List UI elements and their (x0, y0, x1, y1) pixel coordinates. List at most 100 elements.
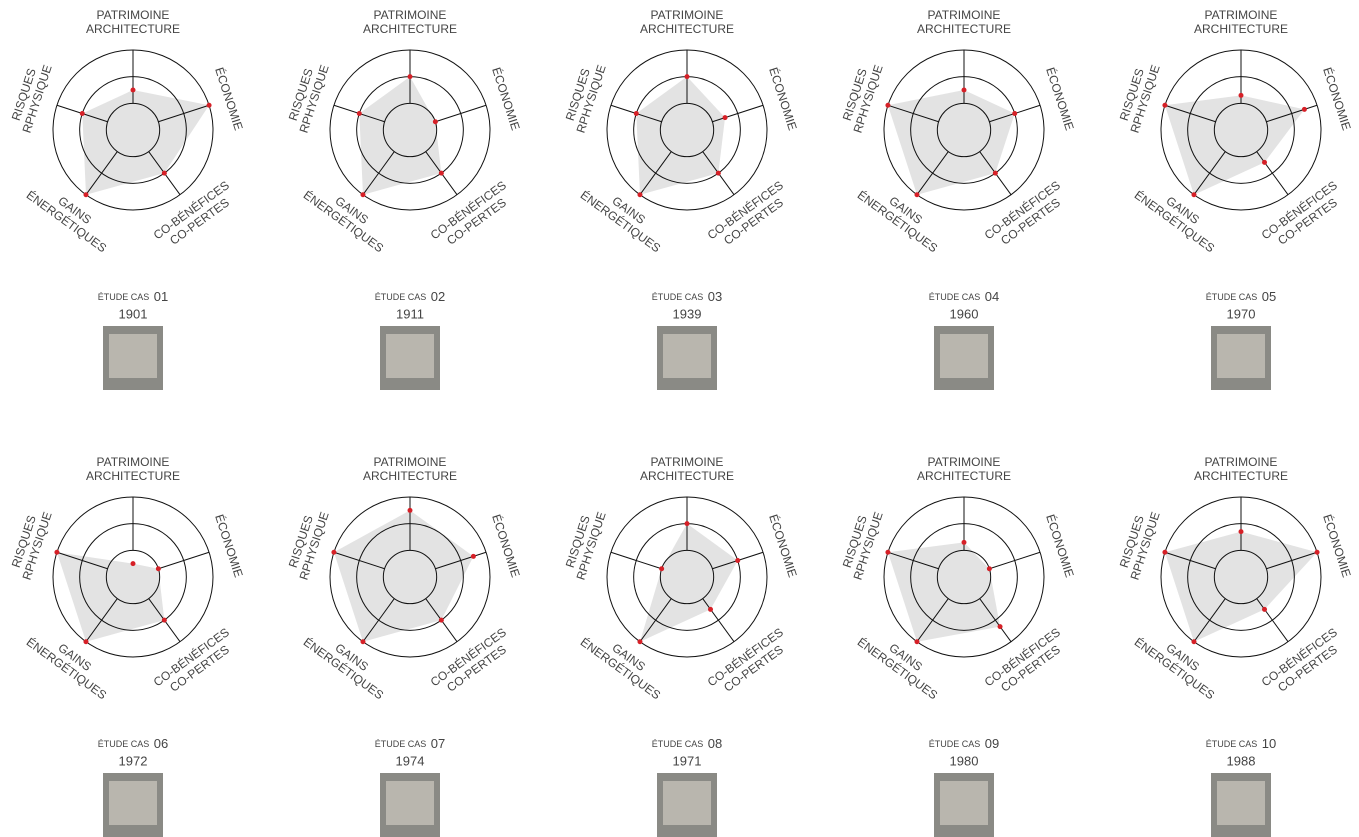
spoke (158, 551, 210, 570)
axis-label: ARCHITECTURE (363, 22, 457, 36)
data-point (54, 549, 60, 555)
spoke (85, 598, 118, 643)
data-point (1162, 102, 1168, 108)
case-caption: ÉTUDE CAS 09 (929, 736, 999, 753)
data-point (961, 87, 967, 93)
case-year: 1971 (673, 753, 702, 768)
case-year: 1911 (396, 306, 424, 321)
spoke (435, 104, 487, 123)
axis-label: ÉCONOMIE (1320, 65, 1354, 132)
data-point (1301, 106, 1307, 112)
data-point (1314, 549, 1320, 555)
radar-area (1164, 95, 1305, 195)
data-point (161, 617, 167, 623)
axis-label: PATRIMOINE (928, 455, 1001, 469)
data-point (79, 111, 85, 117)
data-point (1262, 606, 1268, 612)
data-point (684, 74, 690, 80)
spoke (639, 598, 672, 643)
data-point (722, 115, 728, 121)
data-point (407, 507, 413, 513)
spoke (1266, 551, 1318, 570)
case-caption: ÉTUDE CAS 02 (375, 289, 445, 306)
spoke (1193, 598, 1226, 643)
case-label: ÉTUDE CAS (652, 292, 704, 302)
data-point (432, 119, 438, 125)
axis-label: PATRIMOINE (374, 455, 447, 469)
case-caption: ÉTUDE CAS 08 (652, 736, 722, 753)
data-point (633, 111, 639, 117)
spoke (712, 104, 764, 123)
data-point (659, 566, 665, 572)
radar-area (636, 76, 726, 195)
axis-label: ARCHITECTURE (640, 22, 734, 36)
case-number: 09 (985, 736, 999, 751)
data-point (360, 639, 366, 645)
radar-area (333, 510, 474, 642)
data-point (885, 549, 891, 555)
case-caption: ÉTUDE CAS 04 (929, 289, 999, 306)
data-point (997, 624, 1003, 630)
spoke (610, 551, 662, 570)
data-point (360, 192, 366, 198)
case-caption: ÉTUDE CAS 10 (1206, 736, 1276, 753)
case-number: 04 (985, 289, 999, 304)
case-year: 1939 (673, 306, 702, 321)
building-photo-detail (109, 781, 157, 825)
axis-label: ÉCONOMIE (212, 65, 246, 132)
spoke (56, 551, 108, 570)
axis-label: PATRIMOINE (928, 8, 1001, 22)
axis-label: ARCHITECTURE (1194, 22, 1288, 36)
data-point (885, 102, 891, 108)
building-photo-detail (1217, 334, 1265, 378)
case-year: 1972 (119, 753, 148, 768)
spoke (1193, 151, 1226, 196)
case-number: 01 (154, 289, 168, 304)
case-year: 1970 (1227, 306, 1256, 321)
axis-label: ARCHITECTURE (86, 469, 180, 483)
case-caption: ÉTUDE CAS 07 (375, 736, 445, 753)
case-caption: ÉTUDE CAS 06 (98, 736, 168, 753)
radar-area (639, 523, 738, 642)
axis-label: ARCHITECTURE (917, 469, 1011, 483)
building-photo-detail (663, 781, 711, 825)
data-point (1191, 192, 1197, 198)
case-label: ÉTUDE CAS (929, 292, 981, 302)
axis-label: ÉCONOMIE (766, 512, 800, 579)
case-year: 1901 (119, 306, 148, 321)
data-point (735, 558, 741, 564)
data-point (356, 111, 362, 117)
spoke (362, 151, 395, 196)
building-photo-detail (386, 334, 434, 378)
spoke (989, 551, 1041, 570)
radar-area (56, 552, 165, 642)
spoke (887, 104, 939, 123)
case-label: ÉTUDE CAS (98, 739, 150, 749)
axis-label: ÉCONOMIE (1043, 65, 1077, 132)
case-number: 02 (431, 289, 445, 304)
case-label: ÉTUDE CAS (98, 292, 150, 302)
data-point (1238, 529, 1244, 535)
radar-area (887, 90, 1015, 195)
building-photo-detail (663, 334, 711, 378)
axis-label: ÉCONOMIE (1320, 512, 1354, 579)
data-point (684, 521, 690, 527)
data-point (438, 617, 444, 623)
data-point (130, 87, 136, 93)
spoke (1256, 598, 1289, 643)
case-label: ÉTUDE CAS (929, 739, 981, 749)
spoke (979, 598, 1012, 643)
axis-label: ARCHITECTURE (640, 469, 734, 483)
case-label: ÉTUDE CAS (652, 739, 704, 749)
building-photo-detail (386, 781, 434, 825)
data-point (331, 549, 337, 555)
data-point (992, 170, 998, 176)
data-point (1012, 111, 1018, 117)
axis-label: PATRIMOINE (374, 8, 447, 22)
axis-label: PATRIMOINE (1205, 8, 1278, 22)
axis-label: ÉCONOMIE (766, 65, 800, 132)
data-point (708, 606, 714, 612)
axis-label: PATRIMOINE (651, 8, 724, 22)
